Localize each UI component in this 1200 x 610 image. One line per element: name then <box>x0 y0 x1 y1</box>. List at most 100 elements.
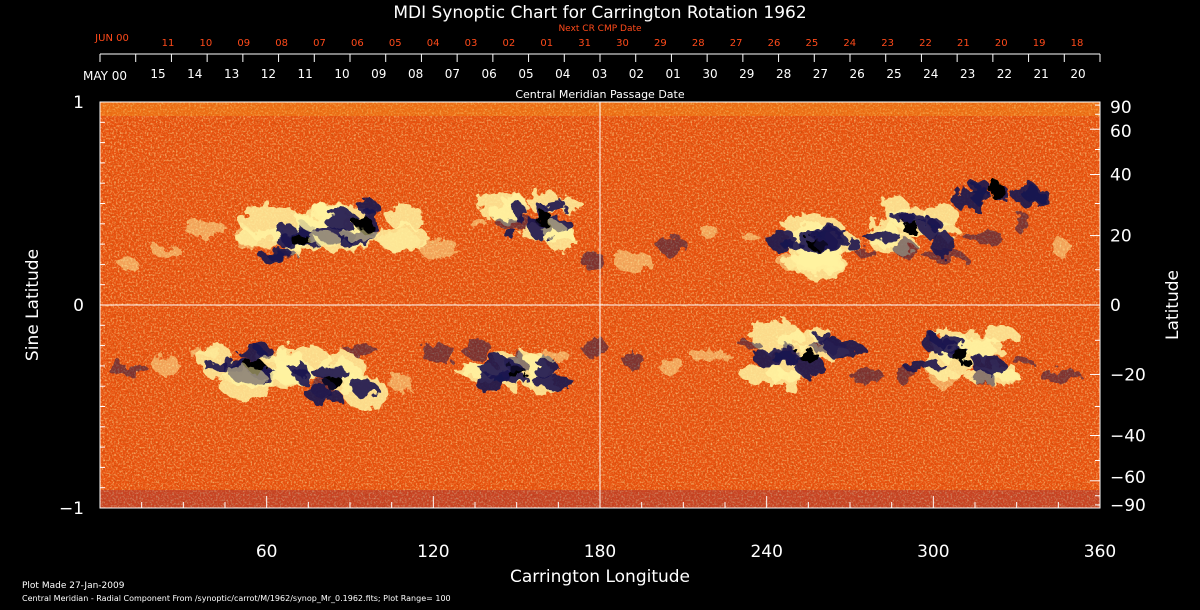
positive-flux <box>385 204 425 229</box>
belt-flux <box>469 217 486 228</box>
negative-flux <box>971 184 988 205</box>
next-cr-label: 27 <box>730 38 743 49</box>
next-cr-label: 19 <box>1033 38 1046 49</box>
belt-flux <box>462 339 493 361</box>
right-tick-label: −20 <box>1110 365 1146 385</box>
cmp-date-label: 21 <box>1034 67 1049 81</box>
next-cr-label: 07 <box>313 38 326 49</box>
right-tick-label: 60 <box>1110 122 1132 142</box>
belt-south <box>106 336 1083 396</box>
cmp-date-label: 09 <box>371 67 386 81</box>
belt-flux <box>809 341 847 351</box>
x-axis-title: Carrington Longitude <box>510 567 690 587</box>
cmp-first-label: MAY 00 <box>83 69 127 83</box>
belt-flux <box>583 251 606 273</box>
left-axis-ticks <box>100 101 110 509</box>
belt-flux <box>849 366 884 384</box>
belt-flux <box>658 358 686 375</box>
negative-flux <box>861 231 901 241</box>
cmp-date-label: 11 <box>298 67 313 81</box>
next-cr-label: 29 <box>654 38 667 49</box>
belt-flux <box>494 216 539 229</box>
right-axis-tick-labels: 90 60 40 20 0 −20 −40 −60 −90 <box>1110 98 1146 516</box>
negative-flux <box>753 347 788 369</box>
negative-flux <box>294 368 310 384</box>
belt-flux <box>739 339 761 350</box>
next-cr-first-label: JUN 00 <box>94 33 129 44</box>
belt-flux <box>1012 356 1033 365</box>
belt-flux <box>856 248 877 259</box>
belt-flux <box>580 336 609 358</box>
belt-flux <box>117 258 139 269</box>
belt-flux <box>540 351 572 362</box>
right-tick-label: −40 <box>1110 426 1146 446</box>
x-tick-label: 360 <box>1084 542 1116 562</box>
belt-flux <box>543 222 568 241</box>
positive-flux <box>748 319 802 353</box>
belt-flux <box>305 232 340 244</box>
belt-flux <box>621 352 645 368</box>
negative-flux <box>970 355 1005 375</box>
chart-title: MDI Synoptic Chart for Carrington Rotati… <box>393 3 806 23</box>
next-cr-label: 21 <box>957 38 970 49</box>
next-cr-label: 08 <box>275 38 288 49</box>
plot-made-text: Plot Made 27-Jan-2009 <box>22 581 125 591</box>
next-cr-label: 23 <box>881 38 894 49</box>
cmp-axis-title: Central Meridian Passage Date <box>515 88 684 101</box>
belt-flux <box>613 250 654 272</box>
next-cr-label: 10 <box>200 38 213 49</box>
next-cr-label: 28 <box>692 38 705 49</box>
next-cr-label: 01 <box>540 38 553 49</box>
active-region <box>861 194 959 257</box>
sunspot-core <box>291 233 309 248</box>
next-cr-label: 20 <box>995 38 1008 49</box>
belt-flux <box>896 365 915 386</box>
belt-flux <box>923 249 966 264</box>
negative-flux <box>533 357 559 381</box>
next-cr-tick-labels: 11 10 09 08 07 06 05 04 03 02 01 31 30 29 28 27 26 25 24 23… <box>162 38 1084 49</box>
sunspot-core <box>988 184 1007 199</box>
cmp-date-label: 13 <box>224 67 239 81</box>
x-axis-ticks <box>141 496 1059 508</box>
cmp-date-label: 15 <box>150 67 165 81</box>
next-cr-title: Next CR CMP Date <box>558 24 642 34</box>
left-axis-tick-labels: 1 0 −1 <box>59 93 84 519</box>
cmp-date-label: 24 <box>923 67 938 81</box>
right-tick-label: −60 <box>1110 468 1146 488</box>
cmp-date-label: 02 <box>629 67 644 81</box>
next-cr-label: 30 <box>616 38 629 49</box>
negative-flux <box>328 390 344 406</box>
positive-flux <box>796 247 845 280</box>
cmp-date-tick-labels: 15 14 13 12 11 10 09 08 07 06 05 04 03 02 01 30 29 28 27 26… <box>150 67 1085 81</box>
cmp-date-label: 20 <box>1070 67 1085 81</box>
belt-north <box>117 212 1071 273</box>
negative-flux <box>902 361 947 372</box>
cmp-date-label: 10 <box>334 67 349 81</box>
sunspot-core <box>902 220 921 235</box>
cmp-date-label: 27 <box>813 67 828 81</box>
next-cr-label: 31 <box>578 38 591 49</box>
active-region <box>952 180 1050 213</box>
x-tick-label: 240 <box>750 542 782 562</box>
right-tick-label: 20 <box>1110 227 1132 247</box>
belt-flux <box>656 235 688 255</box>
negative-flux <box>541 199 567 210</box>
belt-flux <box>963 231 1004 243</box>
cmp-date-label: 08 <box>408 67 423 81</box>
belt-flux <box>151 247 182 257</box>
next-cr-label: 18 <box>1071 38 1084 49</box>
x-tick-label: 60 <box>256 542 278 562</box>
cmp-date-label: 04 <box>555 67 570 81</box>
belt-flux <box>387 372 413 392</box>
belt-flux <box>506 352 528 374</box>
left-axis-title: Sine Latitude <box>23 249 43 361</box>
negative-flux <box>781 240 804 250</box>
cmp-date-label: 29 <box>739 67 754 81</box>
x-tick-label: 120 <box>417 542 449 562</box>
belt-flux <box>780 345 798 361</box>
cmp-date-label: 14 <box>187 67 202 81</box>
belt-flux <box>340 227 382 242</box>
belt-flux <box>106 363 149 375</box>
active-regions <box>106 180 1083 410</box>
